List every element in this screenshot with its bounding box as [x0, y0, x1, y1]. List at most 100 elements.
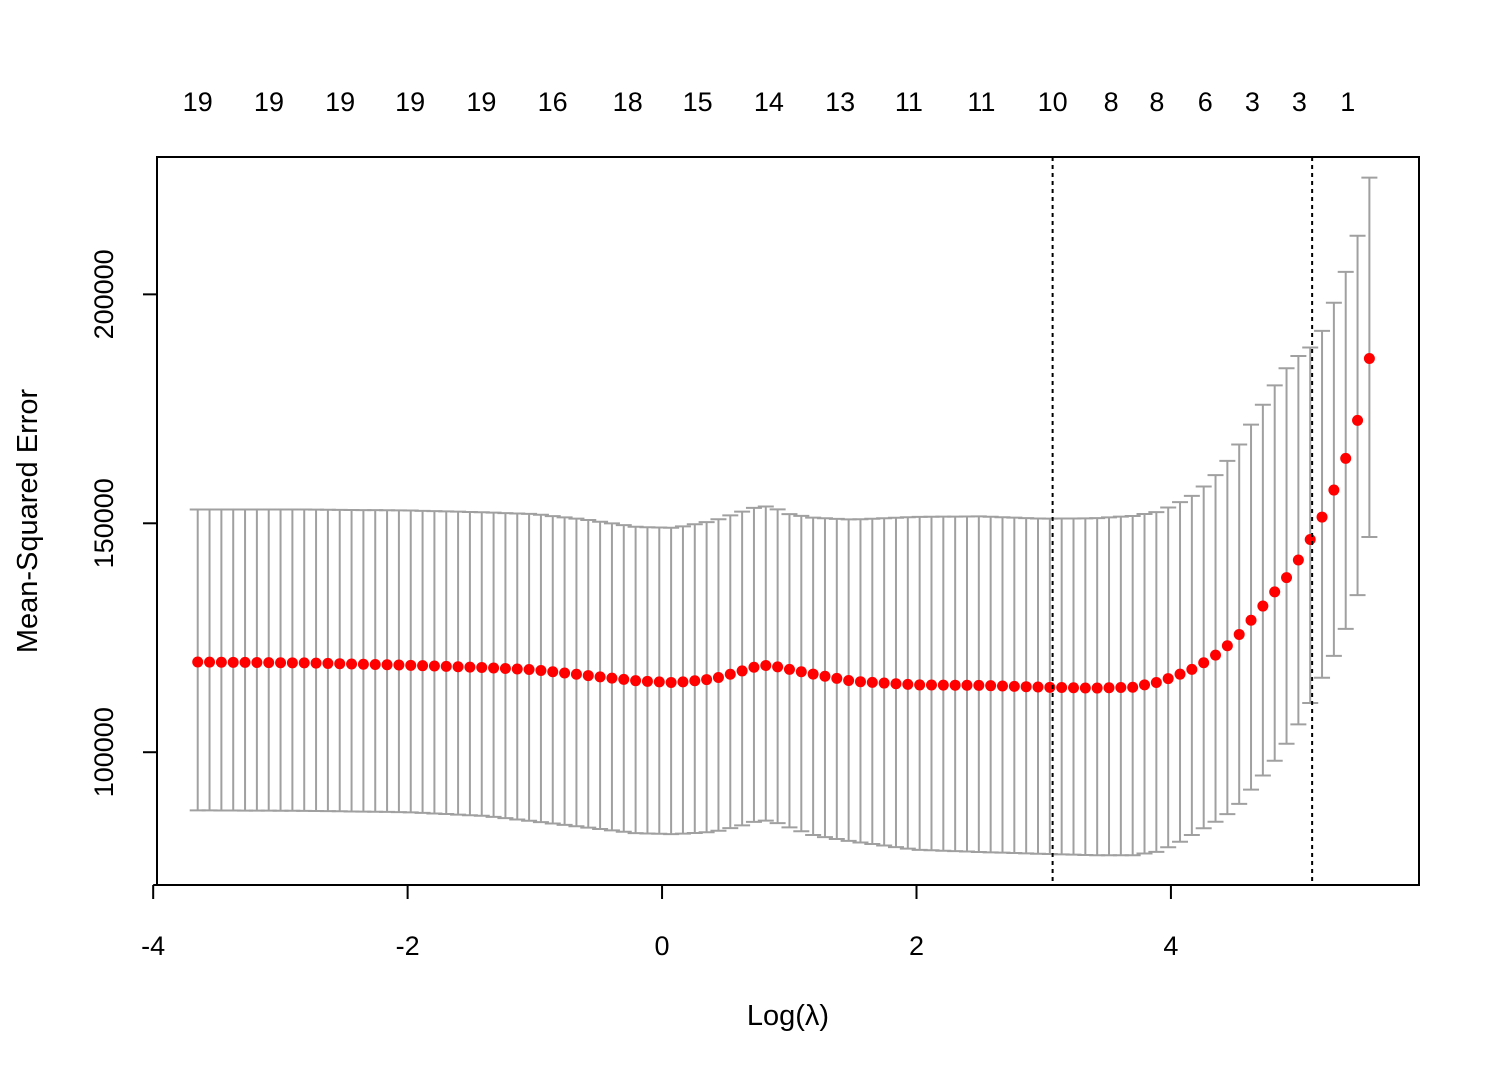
y-axis-title: Mean-Squared Error	[12, 388, 44, 653]
data-point	[428, 660, 440, 672]
data-point	[748, 661, 760, 673]
data-point	[1044, 681, 1056, 693]
data-point	[914, 679, 926, 691]
data-point	[665, 676, 677, 688]
y-tick-label: 100000	[89, 707, 119, 797]
data-point	[440, 660, 452, 672]
data-point	[476, 661, 488, 673]
y-tick-label: 150000	[89, 478, 119, 568]
data-point	[1363, 352, 1375, 364]
data-point	[570, 668, 582, 680]
x-tick-label: -4	[141, 931, 165, 961]
data-point	[535, 664, 547, 676]
data-point	[807, 668, 819, 680]
data-point	[346, 658, 358, 670]
top-count-label: 10	[1038, 87, 1068, 117]
top-count-label: 3	[1245, 87, 1260, 117]
data-point	[1032, 681, 1044, 693]
top-count-label: 6	[1198, 87, 1213, 117]
data-point	[985, 680, 997, 692]
x-tick-label: 4	[1163, 931, 1178, 961]
data-point	[890, 678, 902, 690]
x-tick-label: 0	[655, 931, 670, 961]
data-point	[464, 661, 476, 673]
data-point	[677, 676, 689, 688]
top-count-label: 1	[1340, 87, 1355, 117]
data-point	[488, 662, 500, 674]
data-point	[381, 659, 393, 671]
data-point	[1210, 649, 1222, 661]
data-point	[369, 658, 381, 670]
data-point	[1008, 680, 1020, 692]
data-point	[1103, 682, 1115, 694]
data-point	[417, 660, 429, 672]
data-point	[949, 679, 961, 691]
data-point	[523, 664, 535, 676]
top-count-label: 14	[754, 87, 784, 117]
data-point	[701, 674, 713, 686]
data-point	[606, 672, 618, 684]
top-count-label: 19	[466, 87, 496, 117]
data-point	[760, 660, 772, 672]
top-count-label: 19	[183, 87, 213, 117]
data-point	[736, 665, 748, 677]
data-point	[854, 676, 866, 688]
top-count-label: 19	[254, 87, 284, 117]
data-point	[1352, 414, 1364, 426]
data-point	[996, 680, 1008, 692]
data-point	[310, 657, 322, 669]
data-point	[795, 666, 807, 678]
data-point	[878, 677, 890, 689]
data-point	[961, 679, 973, 691]
top-count-label: 8	[1104, 87, 1119, 117]
data-point	[1257, 600, 1269, 612]
data-point	[866, 676, 878, 688]
data-point	[511, 663, 523, 675]
data-point	[239, 656, 251, 668]
data-point	[227, 656, 239, 668]
data-point	[843, 674, 855, 686]
top-count-label: 15	[683, 87, 713, 117]
top-count-label: 11	[967, 87, 995, 117]
top-count-label: 11	[895, 87, 923, 117]
data-point	[1221, 640, 1233, 652]
data-point	[1056, 682, 1068, 694]
data-point	[559, 667, 571, 679]
data-point	[1162, 673, 1174, 685]
data-point	[192, 656, 204, 668]
x-tick-label: -2	[396, 931, 420, 961]
data-point	[772, 661, 784, 673]
data-point	[1269, 586, 1281, 598]
data-point	[1245, 614, 1257, 626]
vline-layer	[1051, 157, 1314, 885]
data-point	[783, 663, 795, 675]
data-point	[215, 656, 227, 668]
data-point	[405, 659, 417, 671]
data-point	[973, 679, 985, 691]
data-point	[902, 678, 914, 690]
data-point	[1186, 663, 1198, 675]
errorbar-layer	[189, 176, 1378, 857]
top-count-label: 8	[1149, 87, 1164, 117]
data-point	[334, 658, 346, 670]
x-tick-label: 2	[909, 931, 924, 961]
x-axis-title: Log(λ)	[747, 1000, 829, 1032]
data-point	[653, 676, 665, 688]
top-count-label: 16	[538, 87, 568, 117]
data-point	[724, 668, 736, 680]
data-point	[263, 657, 275, 669]
data-point	[937, 679, 949, 691]
top-count-label: 3	[1292, 87, 1307, 117]
data-point	[689, 675, 701, 687]
top-count-label: 19	[395, 87, 425, 117]
data-point	[1281, 572, 1293, 584]
data-point	[357, 658, 369, 670]
data-point	[831, 672, 843, 684]
data-point	[1316, 511, 1328, 523]
top-count-label: 13	[825, 87, 855, 117]
data-point	[1127, 681, 1139, 693]
data-point	[204, 656, 216, 668]
data-point	[1020, 681, 1032, 693]
data-point	[594, 671, 606, 683]
data-point	[286, 657, 298, 669]
